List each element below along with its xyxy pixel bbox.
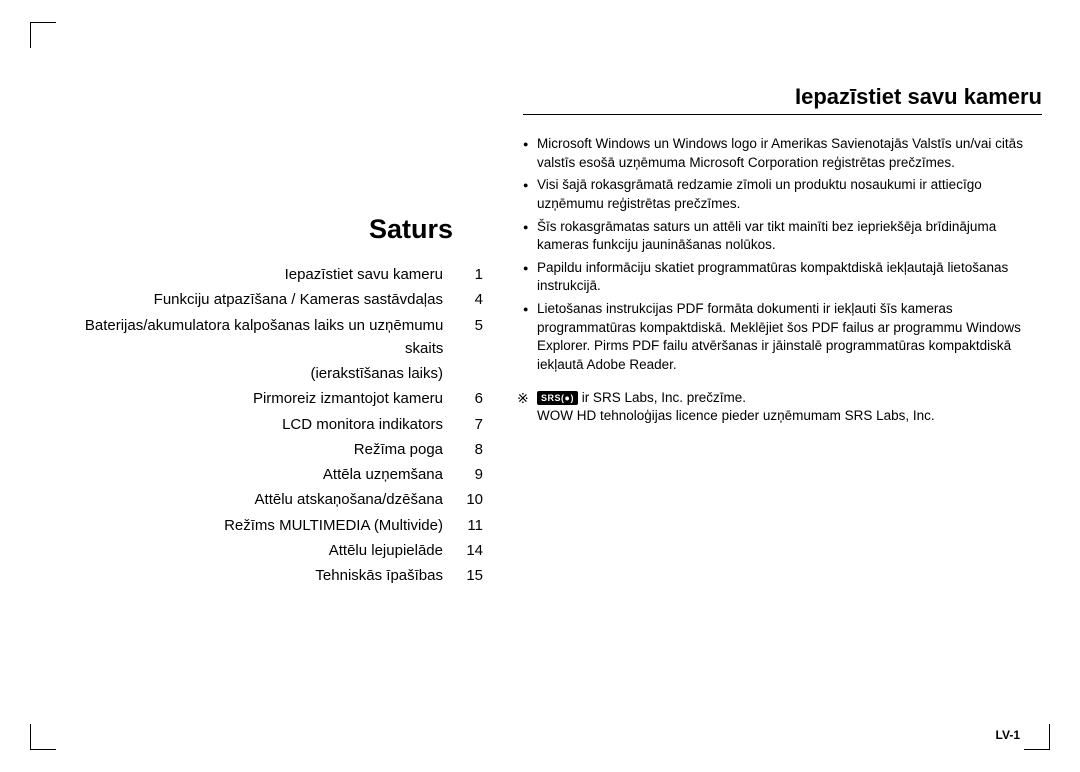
toc-page-number: 14 [455, 539, 483, 562]
contents-heading: Saturs [48, 214, 483, 245]
toc-label: Režīms MULTIMEDIA (Multivide) [224, 514, 443, 537]
toc-label: Iepazīstiet savu kameru [285, 263, 443, 286]
toc-page-number: 4 [455, 288, 483, 311]
toc-label: (ierakstīšanas laiks) [310, 362, 443, 385]
toc-page-number: 11 [455, 514, 483, 537]
toc-row: Funkciju atpazīšana / Kameras sastāvdaļa… [48, 288, 483, 311]
toc-label: Attēla uzņemšana [323, 463, 443, 486]
toc-row: (ierakstīšanas laiks) [48, 362, 483, 385]
bullet-item: Lietošanas instrukcijas PDF formāta doku… [523, 300, 1042, 375]
toc-label: Tehniskās īpašības [315, 564, 443, 587]
toc-label: Funkciju atpazīšana / Kameras sastāvdaļa… [154, 288, 443, 311]
toc-page-number: 8 [455, 438, 483, 461]
bullet-item: Visi šajā rokasgrāmatā redzamie zīmoli u… [523, 176, 1042, 213]
toc-label: Pirmoreiz izmantojot kameru [253, 387, 443, 410]
toc-row: Attēla uzņemšana 9 [48, 463, 483, 486]
toc-row: Režīms MULTIMEDIA (Multivide) 11 [48, 514, 483, 537]
toc-page-number: 7 [455, 413, 483, 436]
toc-row: LCD monitora indikators 7 [48, 413, 483, 436]
toc-page-number [455, 362, 483, 385]
toc-row: Attēlu lejupielāde 14 [48, 539, 483, 562]
toc-page-number: 1 [455, 263, 483, 286]
toc-label: Baterijas/akumulatora kalpošanas laiks u… [48, 314, 443, 361]
toc-row: Tehniskās īpašības 15 [48, 564, 483, 587]
bullet-item: Šīs rokasgrāmatas saturs un attēli var t… [523, 218, 1042, 255]
bullet-item: Microsoft Windows un Windows logo ir Ame… [523, 135, 1042, 172]
toc-row: Attēlu atskaņošana/dzēšana 10 [48, 488, 483, 511]
toc-page-number: 5 [455, 314, 483, 361]
toc-row: Pirmoreiz izmantojot kameru 6 [48, 387, 483, 410]
toc-page-number: 15 [455, 564, 483, 587]
srs-badge-icon: SRS(●) [537, 391, 578, 406]
toc-page-number: 10 [455, 488, 483, 511]
toc-row: Režīma poga 8 [48, 438, 483, 461]
toc-label: Režīma poga [354, 438, 443, 461]
reference-mark-icon: ※ [517, 389, 529, 409]
page-number: LV-1 [996, 728, 1020, 742]
toc-label: LCD monitora indikators [282, 413, 443, 436]
note-line2: WOW HD tehnoloģijas licence pieder uzņēm… [537, 408, 935, 423]
toc-label: Attēlu lejupielāde [329, 539, 443, 562]
bullet-item: Papildu informāciju skatiet programmatūr… [523, 259, 1042, 296]
section-title: Iepazīstiet savu kameru [523, 84, 1042, 115]
toc-label: Attēlu atskaņošana/dzēšana [255, 488, 443, 511]
trademark-note: ※ SRS(●) ir SRS Labs, Inc. prečzīme. WOW… [523, 389, 1042, 427]
toc-row: Baterijas/akumulatora kalpošanas laiks u… [48, 314, 483, 361]
toc-page-number: 9 [455, 463, 483, 486]
table-of-contents: Iepazīstiet savu kameru 1 Funkciju atpazīš… [48, 263, 483, 587]
toc-row: Iepazīstiet savu kameru 1 [48, 263, 483, 286]
bullet-list: Microsoft Windows un Windows logo ir Ame… [523, 135, 1042, 375]
note-line1-tail: ir SRS Labs, Inc. prečzīme. [578, 390, 746, 405]
toc-page-number: 6 [455, 387, 483, 410]
